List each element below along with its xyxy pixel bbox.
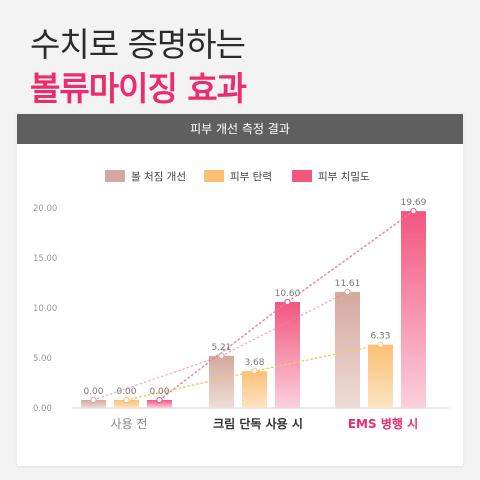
value-label-3-1: 0.00 <box>149 387 169 397</box>
y-tick-label: 15.00 <box>33 254 57 264</box>
legend-label-1: 볼 처짐 개선 <box>131 171 186 183</box>
bar-3-2 <box>275 302 300 408</box>
value-label-1-2: 5.21 <box>211 343 231 353</box>
value-label-3-3: 19.69 <box>401 198 427 208</box>
value-label-2-2: 3.68 <box>244 358 264 368</box>
bar-marker <box>251 368 258 375</box>
legend-label-2: 피부 탄력 <box>230 171 272 183</box>
category-label-2: 크림 단독 사용 시 <box>213 416 303 431</box>
bar-marker <box>123 396 130 404</box>
value-label-2-3: 6.33 <box>370 332 390 342</box>
y-tick-label: 20.00 <box>33 204 57 214</box>
legend-swatch-2 <box>204 170 224 182</box>
y-tick-label: 10.00 <box>33 304 57 314</box>
bar-marker <box>377 341 384 348</box>
bar-marker <box>90 396 97 404</box>
value-label-1-3: 11.61 <box>335 279 361 289</box>
legend-swatch-1 <box>105 170 125 182</box>
chart-title: 피부 개선 측정 결과 <box>17 114 463 144</box>
bar-marker <box>156 396 163 404</box>
headline-line-2: 볼류마이징 효과 <box>30 69 247 108</box>
bar-marker <box>218 352 225 359</box>
bar-3-3 <box>401 211 426 408</box>
legend-label-3: 피부 치밀도 <box>318 171 370 183</box>
category-label-3: EMS 병행 시 <box>348 416 418 431</box>
y-tick-label: 5.00 <box>33 354 52 364</box>
legend-swatch-3 <box>292 170 312 182</box>
bar-2-1 <box>114 400 139 408</box>
bar-2-3 <box>368 344 393 408</box>
bar-chart: 볼 처짐 개선 피부 탄력 피부 치밀도 0.00 5.00 10.00 15.00 20.0… <box>33 170 449 431</box>
bar-3-1 <box>147 400 172 408</box>
bar-2-2 <box>242 371 267 408</box>
value-label-2-1: 0.00 <box>116 387 136 397</box>
trend-line <box>158 210 415 401</box>
bar-1-1 <box>81 400 106 408</box>
chart-card: 피부 개선 측정 결과 볼 처짐 개선 피부 탄력 피부 치밀도 0.00 5.00 10… <box>17 114 463 466</box>
bar-marker <box>284 298 291 306</box>
category-label-1: 사용 전 <box>111 417 148 431</box>
headline-line-1: 수치로 증명하는 <box>30 25 246 64</box>
value-label-3-2: 10.60 <box>275 289 301 299</box>
bar-marker <box>344 288 351 295</box>
bar-1-2 <box>209 355 234 408</box>
y-tick-label: 0.00 <box>33 404 52 414</box>
bar-marker <box>410 208 417 215</box>
value-label-1-1: 0.00 <box>83 387 103 397</box>
